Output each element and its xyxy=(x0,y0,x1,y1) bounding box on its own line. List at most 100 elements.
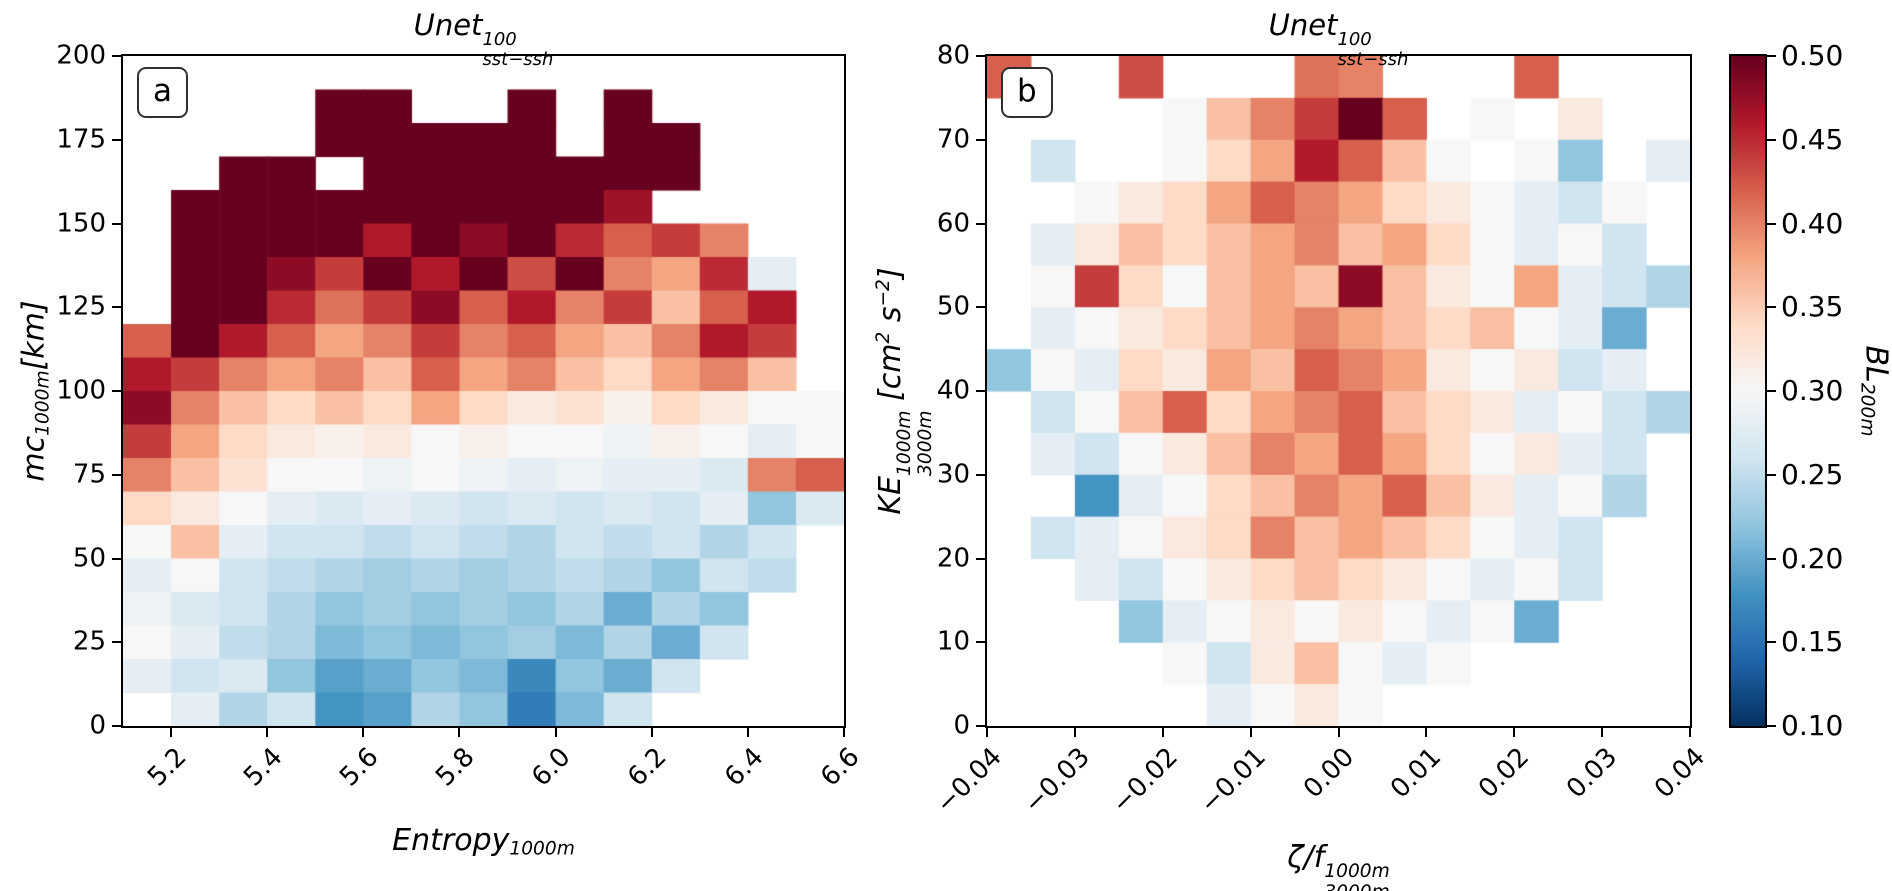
math-supsub-stack: 100 sst−ssh xyxy=(1337,28,1409,71)
y-tick-mark xyxy=(112,641,121,644)
y-tick-label: 50 xyxy=(936,291,970,322)
panel-b-title: Unet 100 sst−ssh xyxy=(985,8,1692,70)
y-tick-label: 40 xyxy=(936,375,970,406)
y-tick-mark xyxy=(112,222,121,225)
x-tick-mark xyxy=(362,728,365,737)
x-tick-mark xyxy=(1161,728,1164,737)
x-tick-mark xyxy=(1601,728,1604,737)
panel-b-xlabel: ζ/f1000m3000m xyxy=(985,840,1692,891)
math-text: KE xyxy=(873,475,909,515)
x-tick-mark xyxy=(1689,728,1691,737)
colorbar-tick-mark xyxy=(1767,725,1776,727)
x-tick-label: −0.03 xyxy=(1018,742,1097,820)
math-subscript: 1000m xyxy=(32,370,54,436)
x-tick-label: 5.2 xyxy=(141,742,193,793)
x-tick-label: 0.02 xyxy=(1473,742,1536,805)
x-tick-mark xyxy=(458,728,461,737)
colorbar-tick-label: 0.25 xyxy=(1781,457,1844,491)
y-tick-label: 100 xyxy=(56,375,106,406)
math-text: [km] xyxy=(16,300,52,371)
y-tick-mark xyxy=(976,390,985,392)
x-tick-mark xyxy=(650,728,653,737)
math-superscript: 1000m xyxy=(894,410,916,476)
colorbar-tick-mark xyxy=(1767,390,1776,392)
panel-a-xlabel: Entropy1000m xyxy=(121,823,846,860)
math-subscript: 200m xyxy=(1856,382,1878,437)
x-tick-label: 5.4 xyxy=(237,742,289,793)
colorbar-tick-label: 0.45 xyxy=(1781,122,1844,156)
x-tick-label: −0.04 xyxy=(930,742,1009,820)
y-tick-mark xyxy=(976,473,985,476)
colorbar-tick-mark xyxy=(1767,473,1776,476)
math-superscript: 1000m xyxy=(1324,861,1390,883)
y-tick-mark xyxy=(976,138,985,141)
x-tick-label: 6.6 xyxy=(814,742,866,793)
panel-a-letter: a xyxy=(137,67,188,118)
math-subscript: sst−ssh xyxy=(1337,49,1409,71)
y-tick-mark xyxy=(112,473,121,476)
y-tick-label: 10 xyxy=(936,626,970,657)
math-text: [cm xyxy=(873,343,909,411)
colorbar-tick-mark xyxy=(1767,641,1776,644)
x-tick-label: 0.01 xyxy=(1385,742,1448,805)
y-tick-mark xyxy=(112,55,121,57)
x-tick-mark xyxy=(170,728,173,737)
colorbar-tick-mark xyxy=(1767,557,1776,560)
colorbar-tick-mark xyxy=(1767,138,1776,141)
math-superscript: 100 xyxy=(482,28,517,50)
math-subscript: 3000m xyxy=(1324,882,1389,891)
math-supsub-stack: 100 sst−ssh xyxy=(482,28,554,71)
math-text: Entropy xyxy=(392,823,510,858)
y-tick-mark xyxy=(112,725,121,727)
panel-b: Unet 100 sst−ssh b −0.04 −0.03 −0.02 −0.01 0.0… xyxy=(873,8,1711,891)
math-text: Unet xyxy=(413,8,483,42)
math-text: mc xyxy=(16,435,52,482)
panel-a-heatmap xyxy=(123,56,844,726)
y-tick-label: 70 xyxy=(936,124,970,155)
panel-a: Unet 100 sst−ssh a 5.2 5.4 5.6 5.8 6.0 6.2 6.4 6.… xyxy=(17,8,866,860)
math-text: ] xyxy=(873,267,909,280)
y-tick-mark xyxy=(976,222,985,225)
x-tick-mark xyxy=(746,728,749,737)
x-tick-label: −0.02 xyxy=(1106,742,1184,820)
x-tick-mark xyxy=(1513,728,1516,737)
y-tick-label: 25 xyxy=(72,626,106,657)
colorbar-tick-label: 0.50 xyxy=(1781,38,1844,72)
y-tick-label: 60 xyxy=(936,207,970,238)
y-tick-label: 50 xyxy=(72,542,106,573)
x-tick-label: −0.01 xyxy=(1194,742,1272,820)
x-tick-mark xyxy=(1425,728,1428,737)
x-tick-label: 0.03 xyxy=(1561,742,1624,805)
y-tick-label: 150 xyxy=(56,207,106,238)
x-tick-mark xyxy=(554,728,557,737)
y-tick-label: 30 xyxy=(936,459,970,490)
math-text: s xyxy=(873,306,909,332)
y-tick-label: 175 xyxy=(56,124,106,155)
colorbar-tick-label: 0.10 xyxy=(1781,708,1844,742)
x-tick-label: 6.0 xyxy=(526,742,577,793)
y-tick-mark xyxy=(976,557,985,560)
y-tick-label: 0 xyxy=(89,710,106,741)
panel-b-letter: b xyxy=(1001,67,1053,118)
y-tick-label: 0 xyxy=(953,710,970,741)
x-tick-mark xyxy=(1073,728,1076,737)
math-text: ζ/f xyxy=(1287,840,1325,875)
panel-b-heatmap xyxy=(987,56,1690,726)
x-tick-label: 0.00 xyxy=(1297,742,1360,805)
x-tick-mark xyxy=(843,728,845,737)
colorbar-label: BL200m xyxy=(1857,346,1892,437)
colorbar-gradient xyxy=(1731,56,1765,726)
math-superscript: 2 xyxy=(873,331,894,344)
math-subscript: sst−ssh xyxy=(482,49,554,71)
math-superscript: 100 xyxy=(1337,28,1372,50)
x-tick-label: 5.6 xyxy=(334,742,385,793)
colorbar-tick-mark xyxy=(1767,55,1776,57)
x-tick-mark xyxy=(1337,728,1340,737)
y-tick-mark xyxy=(112,138,121,141)
math-text: BL xyxy=(1858,345,1892,383)
x-tick-label: 0.04 xyxy=(1649,742,1712,805)
x-tick-label: 5.8 xyxy=(430,742,481,793)
x-tick-mark xyxy=(1249,728,1252,737)
math-subscript: 1000m xyxy=(509,838,575,860)
